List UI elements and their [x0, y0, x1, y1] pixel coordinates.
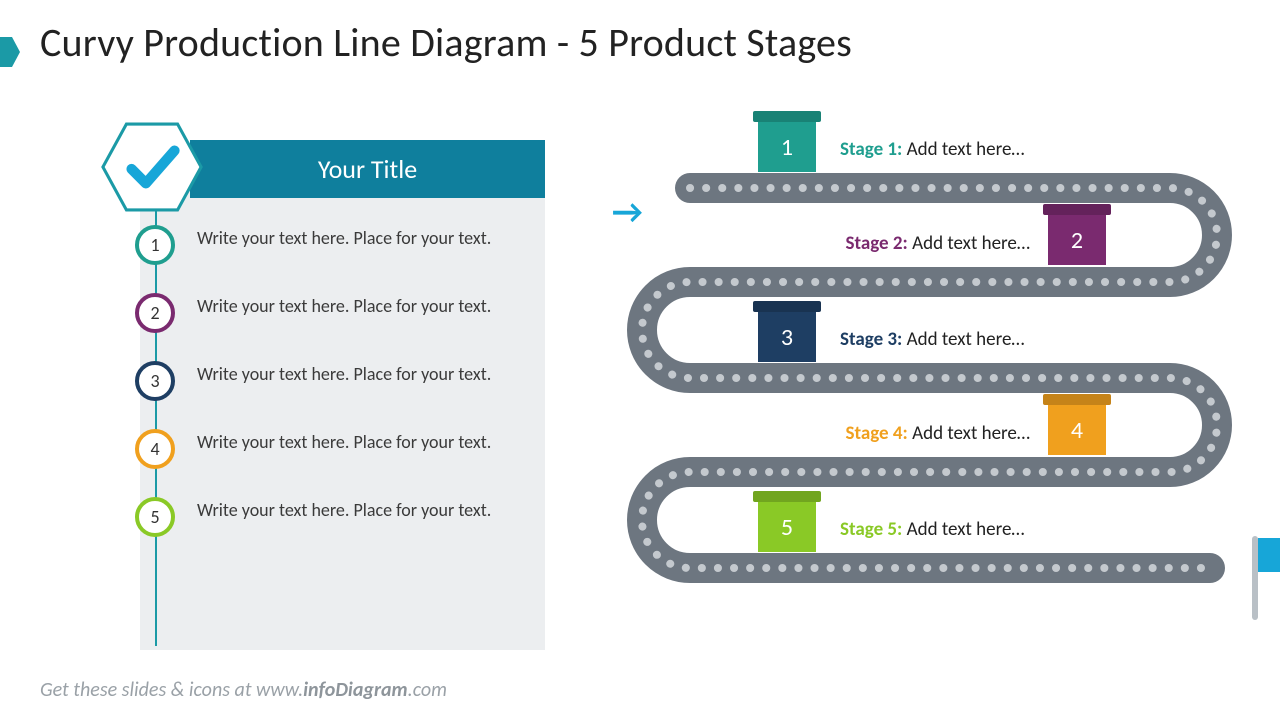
start-arrow-icon: →	[612, 192, 643, 233]
stage-label: Stage 3: Add text here…	[840, 328, 1025, 351]
slide: Curvy Production Line Diagram - 5 Produc…	[0, 0, 1280, 720]
bullet-number: 3	[135, 361, 175, 401]
footer-prefix: Get these slides & icons at www.	[40, 678, 303, 702]
hexagon-badge	[100, 122, 204, 212]
bullet-text: Write your text here. Place for your tex…	[197, 429, 545, 454]
bullet-number: 4	[135, 429, 175, 469]
bullet-number: 5	[135, 497, 175, 537]
bullet-item: 4 Write your text here. Place for your te…	[135, 429, 545, 469]
bullet-item: 5 Write your text here. Place for your te…	[135, 497, 545, 537]
conveyor-belt	[610, 140, 1250, 660]
stage-box: 5	[758, 502, 816, 552]
conveyor-diagram: → 1Stage 1: Add text here…2Stage 2: Add …	[610, 140, 1250, 660]
bullet-item: 1 Write your text here. Place for your te…	[135, 225, 545, 265]
bullet-item: 3 Write your text here. Place for your te…	[135, 361, 545, 401]
bullet-text: Write your text here. Place for your tex…	[197, 293, 545, 318]
panel-title: Your Title	[318, 153, 417, 185]
stage-box: 1	[758, 122, 816, 172]
stage-label: Stage 2: Add text here…	[845, 232, 1030, 255]
stage-box: 2	[1048, 215, 1106, 265]
page-title: Curvy Production Line Diagram - 5 Produc…	[40, 18, 852, 67]
footer-suffix: .com	[408, 678, 447, 702]
footer-attribution: Get these slides & icons at www.infoDiag…	[40, 678, 447, 702]
stage-box: 4	[1048, 405, 1106, 455]
bullet-item: 2 Write your text here. Place for your te…	[135, 293, 545, 333]
bullet-number: 1	[135, 225, 175, 265]
panel-title-bar: Your Title	[190, 140, 545, 198]
stage-box: 3	[758, 312, 816, 362]
bullet-text: Write your text here. Place for your tex…	[197, 225, 545, 250]
accent-tab	[0, 37, 18, 67]
stage-label: Stage 5: Add text here…	[840, 518, 1025, 541]
bullet-list: 1 Write your text here. Place for your te…	[135, 225, 545, 565]
bullet-text: Write your text here. Place for your tex…	[197, 361, 545, 386]
bullet-text: Write your text here. Place for your tex…	[197, 497, 545, 522]
stage-label: Stage 1: Add text here…	[840, 138, 1025, 161]
footer-brand: infoDiagram	[303, 678, 408, 702]
stage-label: Stage 4: Add text here…	[845, 422, 1030, 445]
bullet-number: 2	[135, 293, 175, 333]
